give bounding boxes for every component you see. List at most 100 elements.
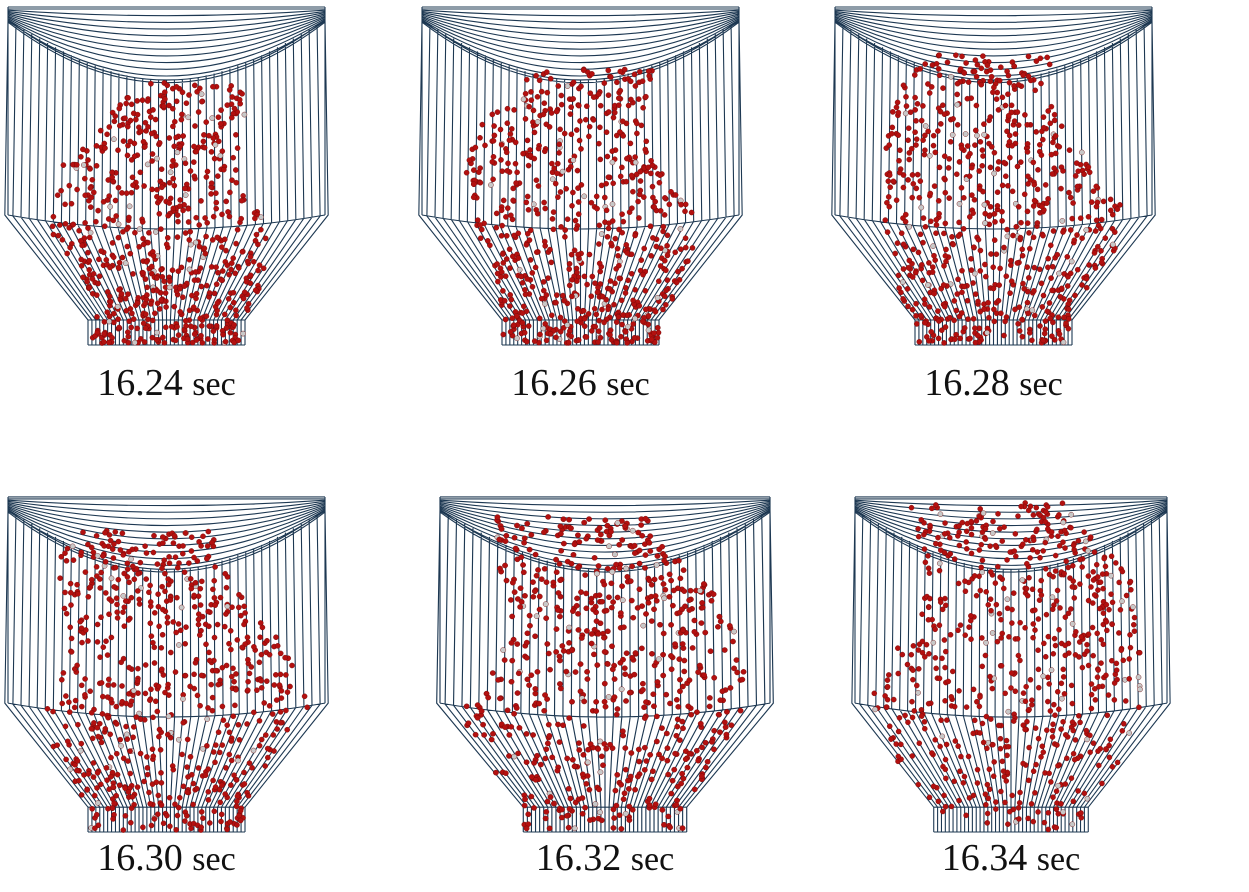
particle: [233, 167, 238, 172]
particle: [545, 741, 550, 746]
particle: [212, 809, 217, 814]
particle: [625, 778, 630, 783]
particle: [885, 678, 890, 683]
particle: [210, 708, 215, 713]
particle: [652, 331, 657, 336]
particle: [167, 561, 172, 566]
particle: [622, 666, 627, 671]
particle: [142, 717, 147, 722]
particle: [1057, 605, 1062, 610]
particle: [599, 818, 604, 823]
particle: [68, 625, 73, 630]
particle: [555, 768, 560, 773]
particle: [117, 783, 122, 788]
particle: [145, 317, 150, 322]
particle: [183, 193, 188, 198]
particle: [943, 603, 948, 608]
particle: [611, 815, 616, 820]
particle: [565, 217, 570, 222]
particle: [95, 622, 100, 627]
particle: [999, 663, 1004, 668]
particle: [199, 92, 204, 97]
particle: [166, 682, 171, 687]
particle: [97, 576, 102, 581]
particle: [903, 713, 908, 718]
particle: [273, 635, 278, 640]
particle: [550, 755, 555, 760]
particle: [106, 677, 111, 682]
particle: [1057, 332, 1062, 337]
particle: [629, 750, 634, 755]
particle: [571, 80, 576, 85]
particle: [138, 560, 143, 565]
particle: [1098, 580, 1103, 585]
particle: [553, 649, 558, 654]
particle: [1051, 228, 1056, 233]
particle: [91, 271, 96, 276]
particle: [967, 625, 972, 630]
particle: [524, 655, 529, 660]
particle: [1082, 529, 1087, 534]
particle: [896, 133, 901, 138]
particle: [989, 74, 994, 79]
particle: [1112, 230, 1117, 235]
particle: [1005, 234, 1010, 239]
particle: [227, 272, 232, 277]
particle: [153, 229, 158, 234]
particle: [1055, 252, 1060, 257]
particle: [555, 607, 560, 612]
particle: [132, 577, 137, 582]
particle: [1007, 133, 1012, 138]
particle: [580, 772, 585, 777]
particle: [283, 672, 288, 677]
particle: [991, 85, 996, 90]
particle: [85, 250, 90, 255]
particle: [609, 581, 614, 586]
particle: [115, 610, 120, 615]
particle: [547, 667, 552, 672]
particle: [272, 682, 277, 687]
particle: [120, 229, 125, 234]
particle: [535, 211, 540, 216]
particle: [522, 593, 527, 598]
particle: [1010, 189, 1015, 194]
particle: [198, 333, 203, 338]
particle: [667, 701, 672, 706]
particle: [489, 737, 494, 742]
particle: [973, 340, 978, 345]
particle: [700, 605, 705, 610]
particle: [159, 566, 164, 571]
particle: [647, 540, 652, 545]
particle: [151, 253, 156, 258]
particle: [125, 292, 130, 297]
particle: [478, 236, 483, 241]
particle: [558, 578, 563, 583]
particle: [85, 638, 90, 643]
particle: [536, 701, 541, 706]
particle: [158, 747, 163, 752]
particle: [1093, 697, 1098, 702]
particle: [219, 245, 224, 250]
particle: [466, 721, 471, 726]
particle: [160, 632, 165, 637]
particle: [225, 604, 230, 609]
particle: [595, 538, 600, 543]
particle: [224, 585, 229, 590]
particle: [916, 647, 921, 652]
particle: [885, 230, 890, 235]
particle: [650, 769, 655, 774]
particle: [911, 643, 916, 648]
particle: [591, 652, 596, 657]
particle: [118, 737, 123, 742]
particle: [1025, 141, 1030, 146]
particle: [1052, 713, 1057, 718]
particle: [102, 146, 107, 151]
particle: [955, 81, 960, 86]
particle: [515, 690, 520, 695]
particle: [1010, 233, 1015, 238]
particle: [987, 767, 992, 772]
particle: [959, 54, 964, 59]
particle: [957, 159, 962, 164]
particle: [674, 733, 679, 738]
particle: [631, 615, 636, 620]
